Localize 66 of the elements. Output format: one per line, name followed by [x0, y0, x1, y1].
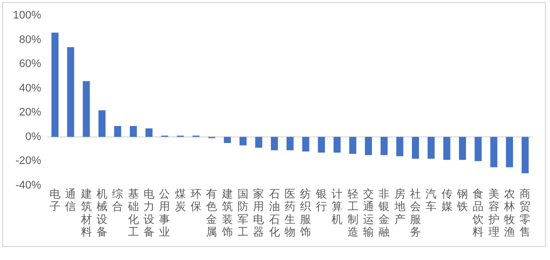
x-tick-label: 国防军工 [238, 188, 249, 239]
y-tick-label: 80% [19, 34, 42, 46]
bar [114, 126, 122, 137]
x-tick-label: 有色金属 [206, 188, 218, 239]
y-tick-label: -20% [15, 155, 42, 168]
bar [318, 136, 325, 153]
bar [130, 126, 137, 137]
bar [474, 136, 482, 162]
x-tick-label: 机械设备 [96, 188, 108, 239]
x-tick-label: 电力设备 [144, 188, 155, 239]
bar [349, 136, 356, 154]
bar [522, 136, 529, 174]
x-tick-label: 环保 [190, 188, 202, 214]
x-tick-label: 电子 [49, 188, 60, 214]
x-tick-label: 建筑材料 [80, 188, 92, 239]
x-tick-label: 商贸零售 [520, 188, 531, 239]
bar [396, 136, 404, 156]
x-tick-label: 公用事业 [159, 188, 170, 239]
x-tick-label: 房地产 [393, 188, 406, 226]
bar [364, 136, 372, 156]
x-tick-label: 交通运输 [362, 188, 374, 239]
bar [286, 136, 294, 150]
x-tick-label: 基础化工 [126, 188, 139, 239]
x-tick-label: 银行 [314, 188, 327, 214]
x-tick-label: 石油石化 [268, 188, 280, 239]
y-tick-label: -40% [15, 179, 42, 192]
bar [302, 136, 310, 152]
bar [458, 136, 466, 160]
x-tick-label: 社会服务 [410, 188, 421, 239]
y-tick-label: 40% [19, 82, 42, 94]
bar [98, 110, 106, 137]
x-tick-label: 建筑装饰 [220, 188, 233, 239]
bar [145, 128, 153, 137]
bar [255, 136, 262, 148]
bar [334, 136, 341, 153]
bar [428, 136, 435, 159]
x-tick-label: 传媒 [441, 188, 452, 214]
y-tick-label: 100% [12, 10, 42, 22]
bar [224, 136, 231, 143]
bar [67, 47, 74, 137]
x-tick-label: 计算机 [332, 188, 343, 226]
bar [82, 81, 90, 137]
x-tick-label: 医药生物 [284, 188, 296, 239]
y-tick-label: 60% [19, 58, 42, 70]
x-tick-label: 食品饮料 [472, 188, 484, 239]
x-tick-label: 美容护理 [487, 188, 500, 239]
bar [412, 136, 419, 159]
x-tick-label: 非银金融 [378, 188, 390, 239]
x-tick-label: 钢铁 [456, 188, 468, 214]
x-tick-label: 煤炭 [174, 188, 186, 214]
bar [240, 136, 247, 146]
x-tick-label: 综合 [112, 188, 124, 214]
x-tick-label: 轻工制造 [347, 188, 358, 239]
x-tick-label: 汽车 [426, 188, 437, 214]
y-tick-label: 20% [19, 106, 42, 119]
x-tick-label: 家用电器 [253, 188, 264, 239]
bar [380, 136, 388, 156]
bar [506, 136, 514, 168]
bar [270, 136, 278, 150]
y-tick-label: 0% [25, 130, 42, 143]
x-tick-label: 通信 [65, 188, 76, 214]
x-tick-label: 纺织服饰 [299, 188, 312, 239]
bar [490, 136, 498, 168]
bar [443, 136, 450, 160]
bar [51, 32, 58, 137]
x-tick-label: 农林牧渔 [502, 188, 515, 239]
